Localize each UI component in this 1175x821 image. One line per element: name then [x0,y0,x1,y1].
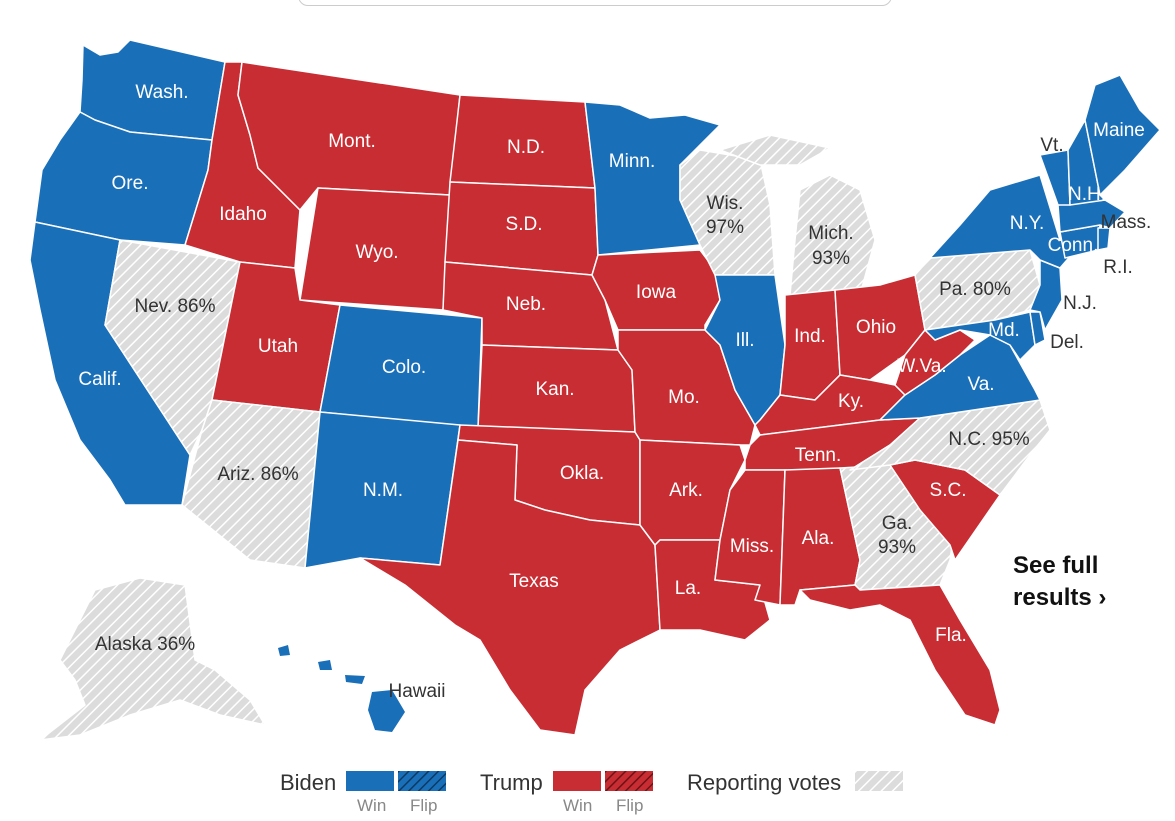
label-wyo: Wyo. [355,242,398,263]
state-north-carolina[interactable] [849,399,1051,496]
label-ala: Ala. [802,528,835,549]
label-ariz: Ariz. 86% [217,464,298,485]
state-maryland[interactable] [924,311,1036,361]
label-miss: Miss. [730,536,774,557]
label-tenn: Tenn. [795,445,841,466]
label-vt: Vt. [1040,135,1063,156]
label-ky: Ky. [838,391,864,412]
see-full-line2: results › [1013,584,1107,611]
see-full-line1: See full [1013,552,1099,579]
label-calif: Calif. [78,369,121,390]
state-new-jersey[interactable] [1029,259,1063,331]
label-utah: Utah [258,336,298,357]
label-alaska: Alaska 36% [95,634,195,655]
label-ark: Ark. [669,480,703,501]
label-idaho: Idaho [219,204,267,225]
legend-biden-win-swatch [346,771,394,791]
state-florida[interactable] [799,584,1001,726]
label-minn: Minn. [609,151,655,172]
legend-reporting-swatch [855,771,903,791]
state-alaska[interactable] [39,577,266,741]
state-michigan[interactable] [719,134,876,296]
state-texas[interactable] [359,439,661,736]
legend-biden-win-label: Win [357,796,387,815]
label-iowa: Iowa [636,282,677,303]
label-nm: N.M. [363,480,403,501]
state-wisconsin[interactable] [679,149,776,276]
see-full-results-link[interactable]: See full results › [1013,550,1106,614]
label-nj: N.J. [1063,293,1097,314]
legend-trump-flip-label: Flip [616,796,644,815]
label-wva: W.Va. [897,356,946,377]
label-ill: Ill. [736,330,755,351]
legend-trump-label: Trump [480,770,543,795]
state-rhode-island[interactable] [1097,227,1111,251]
label-nev: Nev. 86% [135,296,216,317]
us-election-map: Wash. Ore. Calif. Nev. 86% Idaho Mont. W… [29,39,1161,741]
legend-biden-flip-label: Flip [410,796,438,815]
label-pa: Pa. 80% [939,279,1011,300]
legend-biden-flip-swatch [398,771,446,791]
label-del: Del. [1050,332,1084,353]
label-mont: Mont. [328,131,376,152]
label-wis-pct: 97% [706,217,744,238]
label-kan: Kan. [535,379,574,400]
legend-biden-label: Biden [280,770,337,795]
label-ga-pct: 93% [878,537,916,558]
legend-trump-win-swatch [553,771,601,791]
label-va: Va. [967,374,994,395]
state-hawaii[interactable] [278,645,405,732]
legend-reporting-label: Reporting votes [687,770,842,795]
label-ri: R.I. [1103,257,1133,278]
label-ind: Ind. [794,326,826,347]
label-md: Md. [988,320,1020,341]
state-maine[interactable] [1084,74,1161,196]
state-louisiana[interactable] [654,539,771,641]
label-ga: Ga. [882,513,913,534]
legend: Biden Win Flip Trump Win Flip Reporting … [0,768,1175,821]
label-texas: Texas [509,571,559,592]
label-la: La. [675,578,701,599]
label-neb: Neb. [506,294,546,315]
label-nc: N.C. 95% [948,429,1029,450]
label-mass: Mass. [1101,212,1152,233]
label-conn: Conn. [1048,235,1099,256]
label-mo: Mo. [668,387,700,408]
label-ohio: Ohio [856,317,896,338]
label-mich-pct: 93% [812,248,850,269]
label-mich: Mich. [808,223,853,244]
label-nd: N.D. [507,137,545,158]
label-maine: Maine [1093,120,1145,141]
label-wash: Wash. [135,82,188,103]
label-sc: S.C. [930,480,967,501]
label-sd: S.D. [506,214,543,235]
legend-trump-win-label: Win [563,796,593,815]
label-hawaii: Hawaii [388,681,445,702]
label-okla: Okla. [560,463,604,484]
label-ny: N.Y. [1010,213,1045,234]
state-new-hampshire[interactable] [1067,119,1106,206]
label-colo: Colo. [382,357,426,378]
legend-trump-flip-swatch [605,771,653,791]
label-wis: Wis. [707,193,744,214]
label-ore: Ore. [112,173,149,194]
label-nh: N.H. [1068,184,1106,205]
label-fla: Fla. [935,625,967,646]
